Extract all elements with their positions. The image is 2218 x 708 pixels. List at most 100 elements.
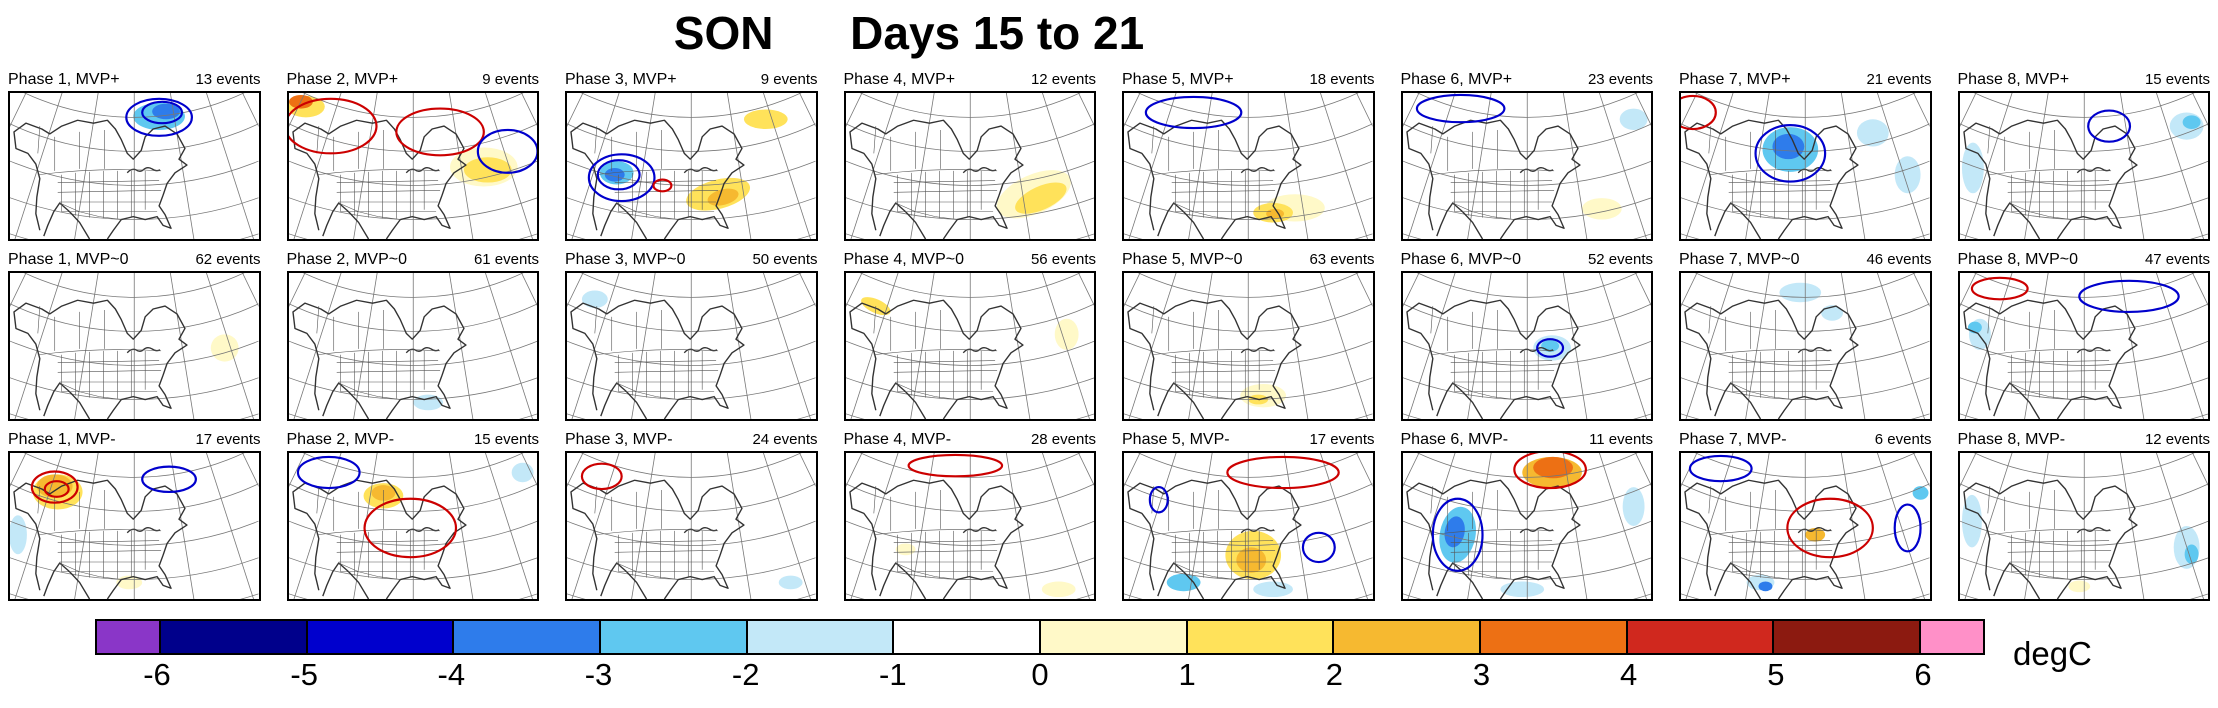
panel-label: Phase 7, MVP~0 [1679,250,1800,268]
map-canvas [8,450,261,601]
map-panel: Phase 6, MVP~0 52 events [1400,249,1653,421]
colorbar-segment [1479,620,1626,653]
map-canvas [1679,270,1932,421]
negative-contour [1415,93,1505,123]
colorbar-tick-label: 4 [1620,656,1638,692]
map-panel: Phase 1, MVP- 17 events [8,429,261,601]
colorbar-segment [1185,620,1333,653]
north-america-basemap [1402,272,1651,419]
map-canvas [8,90,261,241]
panel-events-count: 6 events [1874,430,1932,448]
anomaly-shading [1772,133,1805,159]
north-america-basemap [1124,272,1373,419]
north-america-basemap [288,272,537,419]
negative-contour [587,152,656,202]
north-america-basemap [845,92,1094,239]
panel-header: Phase 2, MVP~0 61 events [287,249,540,271]
colorbar: -6 -5 -4 -3 -2 -1 0 1 2 3 4 5 6 [95,618,1985,697]
anomaly-shading [1054,318,1079,350]
panel-events-count: 11 events [1589,430,1653,448]
map-canvas [565,450,818,601]
map-panel: Phase 2, MVP+ 9 events [286,69,540,241]
negative-contour [1688,454,1753,482]
map-canvas [565,270,818,421]
anomaly-shading [1166,573,1201,591]
map-panel: Phase 3, MVP+ 9 events [565,69,818,241]
map-canvas [843,450,1096,601]
panel-header: Phase 8, MVP- 12 events [1958,429,2211,451]
panel-label: Phase 6, MVP~0 [1400,250,1522,268]
negative-contour [1301,531,1336,563]
panel-label: Phase 5, MVP~0 [1122,250,1243,268]
panel-header: Phase 1, MVP- 17 events [8,429,261,451]
positive-contour [288,97,378,155]
anomaly-shading [743,109,788,129]
panel-header: Phase 2, MVP+ 9 events [287,69,540,91]
negative-contour [296,455,361,489]
anomaly-shading [1961,142,1984,193]
map-canvas [565,90,818,241]
anomaly-shading [1014,182,1067,214]
panel-events-count: 28 events [1030,430,1096,448]
colorbar-segment [1625,620,1773,653]
negative-contour [1535,337,1564,358]
anomaly-shading [1253,581,1293,597]
panel-label: Phase 5, MVP+ [1122,70,1234,88]
colorbar-tick-label: -5 [290,656,318,692]
panel-label: Phase 1, MVP+ [8,70,120,88]
negative-contour [1148,485,1169,514]
anomaly-shading [210,333,239,362]
anomaly-shading [860,296,891,315]
positive-contour [362,497,457,558]
panel-label: Phase 3, MVP~0 [565,250,686,268]
map-canvas [843,90,1096,241]
map-panel: Phase 6, MVP+ 23 events [1400,69,1654,241]
map-panel: Phase 2, MVP- 15 events [286,429,540,601]
negative-contour [125,97,193,137]
positive-contour [1681,94,1717,130]
anomaly-shading [1779,282,1822,302]
colorbar-unit-label: degC [2013,634,2092,672]
panel-header: Phase 7, MVP- 6 events [1679,429,1932,451]
panel-events-count: 12 events [1030,70,1096,88]
map-panel: Phase 5, MVP+ 18 events [1122,69,1375,241]
colorbar-ticks: -6 -5 -4 -3 -2 -1 0 1 2 3 4 5 6 [95,655,1985,697]
map-canvas [843,270,1096,421]
north-america-basemap [845,452,1094,599]
map-panel: Phase 8, MVP- 12 events [1957,429,2211,601]
colorbar-tick-label: -1 [879,656,907,692]
anomaly-shading [1236,547,1267,573]
map-panel: Phase 1, MVP~0 62 events [8,249,261,421]
anomaly-shading [895,543,916,555]
panel-events-count: 56 events [1030,250,1096,268]
colorbar-segment [1919,620,1984,653]
map-canvas [286,450,539,601]
panel-label: Phase 7, MVP- [1679,430,1787,448]
map-canvas [1400,450,1653,601]
anomaly-shading [2184,544,2199,564]
panel-header: Phase 6, MVP+ 23 events [1401,69,1654,91]
positive-contour [1786,497,1874,558]
anomaly-shading [1961,494,1982,548]
panel-events-count: 52 events [1587,250,1653,268]
panel-header: Phase 1, MVP~0 62 events [8,249,261,271]
map-panel: Phase 7, MVP- 6 events [1679,429,1932,601]
positive-contour [43,479,70,498]
north-america-basemap [1402,452,1651,599]
map-canvas [286,90,539,241]
panel-label: Phase 3, MVP+ [565,70,677,88]
anomaly-shading [1499,581,1544,597]
panel-events-count: 21 events [1866,70,1932,88]
anomaly-shading [604,167,625,182]
map-canvas [1957,450,2210,601]
anomaly-shading [1444,516,1465,547]
panel-label: Phase 6, MVP+ [1400,70,1513,88]
colorbar-segment [159,620,306,653]
panel-header: Phase 2, MVP- 15 events [287,429,540,451]
panel-label: Phase 2, MVP+ [286,70,399,88]
colorbar-segment [599,620,746,653]
anomaly-shading [707,188,739,206]
panel-label: Phase 1, MVP- [8,430,116,448]
negative-contour [596,158,641,191]
